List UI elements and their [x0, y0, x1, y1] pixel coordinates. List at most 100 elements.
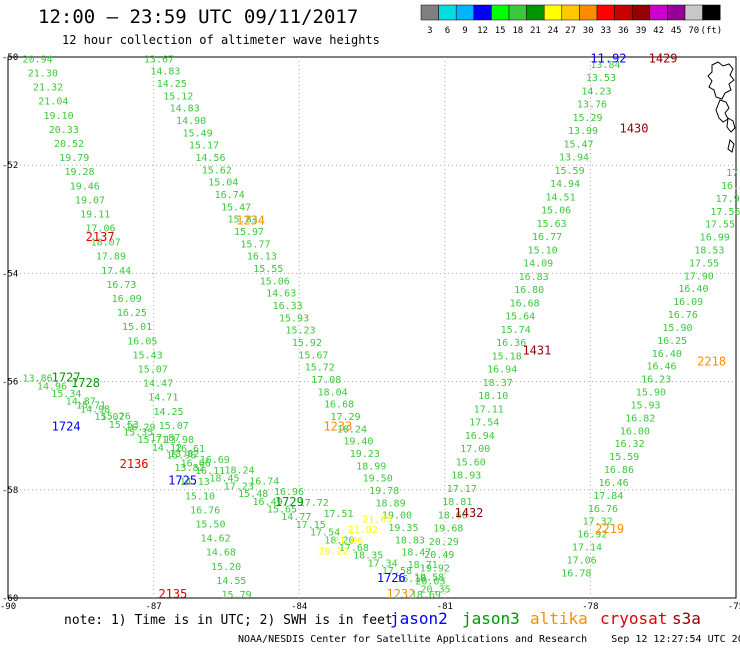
wave-height-value: 21.04	[38, 97, 68, 108]
wave-height-value: 15.20	[211, 562, 241, 573]
wave-height-value: 16.86	[604, 465, 634, 476]
pass-time-label: 2137	[86, 230, 115, 244]
wave-height-value: 15.49	[182, 128, 212, 139]
wave-height-value: 14.25	[157, 79, 187, 90]
wave-height-value: 16.09	[112, 294, 142, 305]
track-jason3: 13.84 13.53 14.23 13.76 15.29 13.99 15.47 13.94…	[411, 60, 621, 601]
note-text: note: 1) Time is in UTC; 2) SWH is in fe…	[64, 613, 393, 628]
wave-height-value: 16.76	[588, 504, 618, 515]
wave-height-value: 18.10	[478, 391, 508, 402]
wave-height-value: 14.12	[152, 443, 182, 454]
wave-height-value: 18.47	[401, 548, 431, 559]
color-scale: 3 6 9 12 15 18 21 24 27 30 33 36 39 42 45 70 (ft)	[420, 4, 723, 36]
wave-height-value: 13.82	[174, 463, 204, 474]
wave-height-value: 15.96	[166, 451, 196, 462]
wave-height-value: 18.53	[694, 246, 724, 257]
lon-tick-label: -81	[437, 602, 453, 610]
wave-height-value: 17.44	[101, 266, 131, 277]
wave-height-value: 18.69	[411, 590, 441, 601]
wave-height-value: 18.81	[442, 497, 472, 508]
wave-height-value: 15.07	[138, 364, 168, 375]
wave-height-value: 13.53	[586, 73, 616, 84]
wave-height-value: 15.62	[202, 165, 232, 176]
wave-height-value: 16.25	[657, 336, 687, 347]
pass-time-label: 2219	[595, 522, 624, 536]
pass-time-label: 2135	[158, 587, 187, 601]
wave-height-value: 15.79	[222, 590, 252, 601]
scale-label: 6	[445, 26, 450, 36]
wave-height-value: 14.96	[37, 381, 67, 392]
wave-height-value: 15.47	[221, 202, 251, 213]
pass-time-label: 1432	[455, 506, 484, 520]
track-jason3: 13.6714.8314.2515.1214.8314.9015.4915.17…	[144, 54, 451, 595]
wave-height-value: 15.07	[94, 412, 124, 423]
wave-height-value: 14.98	[80, 404, 110, 415]
wave-height-value: 21.05	[362, 514, 392, 525]
wave-height-value: 16.11	[195, 466, 225, 477]
wave-height-value: 14.13	[180, 477, 210, 488]
wave-height-value: 20.35	[421, 585, 451, 596]
wave-height-value: 16.76	[190, 505, 220, 516]
wave-height-value: 16.00	[620, 426, 650, 437]
scale-swatch	[702, 4, 721, 21]
wave-height-value: 17.32	[583, 517, 613, 528]
wave-height-value: 15.01	[122, 322, 152, 333]
wave-height-value: 21.02	[348, 525, 378, 536]
pass-time-label: 1430	[620, 122, 649, 136]
wave-height-value: 15.10	[528, 245, 558, 256]
wave-height-value: 13.84	[590, 60, 620, 71]
scale-label: 15	[495, 26, 506, 36]
wave-height-value: 15.83	[228, 215, 258, 226]
wave-height-value: 21.06	[333, 536, 363, 547]
wave-height-value: 14.63	[266, 289, 296, 300]
wave-height-value: 17.72	[299, 498, 329, 509]
lat-tick-label: -50	[2, 53, 18, 63]
wave-height-value: 14.77	[281, 512, 311, 523]
wave-height-value: 13.99	[568, 126, 598, 137]
wave-height-value: 14.87	[66, 397, 96, 408]
wave-height-value: 19.10	[44, 111, 74, 122]
scale-label: (ft)	[701, 26, 723, 36]
wave-height-value: 16.99	[700, 233, 730, 244]
legend-altika: altika	[530, 609, 588, 628]
wave-height-value: 19.68	[433, 524, 463, 535]
scale-label: 30	[583, 26, 594, 36]
wave-height-value: 19.58	[414, 572, 444, 583]
wave-height-value: 19.07	[75, 195, 105, 206]
wave-height-value: 17.54	[469, 418, 499, 429]
wave-height-value: 15.93	[279, 313, 309, 324]
wave-height-value: 17.06	[85, 224, 115, 235]
pass-time-label: 2218	[697, 354, 726, 368]
wave-height-value: 16.66	[181, 458, 211, 469]
track-jason3: 13.8614.9615.3414.8714.9815.0715.5315.35…	[23, 374, 427, 585]
wave-height-value: 14.55	[216, 576, 246, 587]
scale-label: 18	[512, 26, 523, 36]
wave-height-value: 16.05	[127, 336, 157, 347]
scale-label: 3	[427, 26, 432, 36]
wave-height-value: 17.56	[710, 207, 740, 218]
lon-tick-label: -84	[291, 602, 307, 610]
wave-height-value: 17.55	[689, 258, 719, 269]
wave-height-value: 16.74	[249, 476, 279, 487]
wave-height-value: 20.49	[424, 550, 454, 561]
wave-height-value: 13.82	[169, 449, 199, 460]
scale-label: 42	[653, 26, 664, 36]
wave-height-value: 15.17	[189, 141, 219, 152]
wave-height-value: 19.00	[382, 511, 412, 522]
wave-height-value: 15.10	[185, 491, 215, 502]
wave-height-value: 15.90	[662, 323, 692, 334]
wave-height-value: 14.25	[153, 407, 183, 418]
pass-time-label: 1431	[522, 344, 551, 358]
pass-time-label: 1724	[52, 419, 81, 433]
wave-height-value: 18.60	[438, 510, 468, 521]
wave-height-value: 13.86	[23, 374, 53, 385]
track-jason3: 20.94 21.30 21.32 21.04 19.10 20.33 20.52 19.79…	[23, 54, 252, 601]
wave-height-value: 17.14	[572, 543, 602, 554]
wave-height-value: 14.56	[195, 153, 225, 164]
scale-label: 45	[671, 26, 682, 36]
wave-height-value: 18.99	[356, 461, 386, 472]
lat-tick-label: -52	[2, 161, 18, 171]
page-subtitle: 12 hour collection of altimeter wave hei…	[62, 33, 380, 47]
wave-height-value: 19.92	[420, 563, 450, 574]
